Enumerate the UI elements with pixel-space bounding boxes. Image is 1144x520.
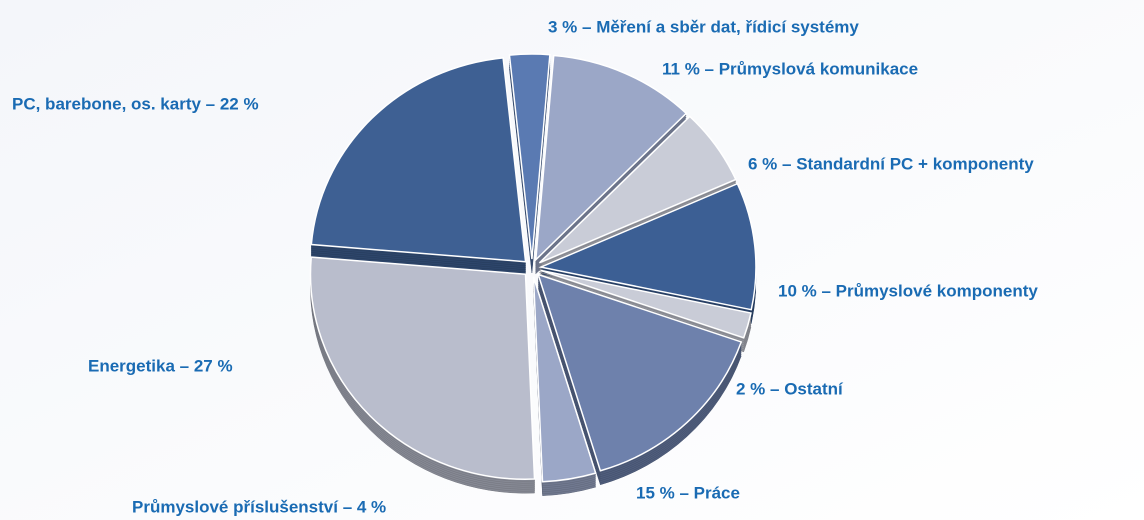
slice-label: 11 % – Průmyslová komunikace bbox=[662, 59, 918, 78]
slice-label: 3 % – Měření a sběr dat, řídicí systémy bbox=[548, 17, 859, 36]
slice bbox=[309, 256, 536, 480]
slice bbox=[534, 54, 688, 262]
slice bbox=[538, 182, 757, 311]
slice-label: 15 % – Práce bbox=[636, 483, 740, 502]
slice bbox=[537, 273, 743, 472]
slice-label: 6 % – Standardní PC + komponenty bbox=[748, 154, 1034, 173]
slice bbox=[310, 57, 527, 263]
slice bbox=[532, 276, 597, 483]
slice-label: Průmyslové příslušenství – 4 % bbox=[132, 497, 386, 516]
slice bbox=[540, 269, 752, 339]
slice bbox=[508, 53, 551, 260]
slice-label: 2 % – Ostatní bbox=[736, 379, 844, 398]
slice-label: PC, barebone, os. karty – 22 % bbox=[12, 94, 259, 113]
slice-label: 10 % – Průmyslové komponenty bbox=[778, 281, 1038, 300]
slice bbox=[538, 115, 737, 264]
slice-label: Energetika – 27 % bbox=[88, 356, 233, 375]
pie-tops bbox=[309, 53, 757, 483]
